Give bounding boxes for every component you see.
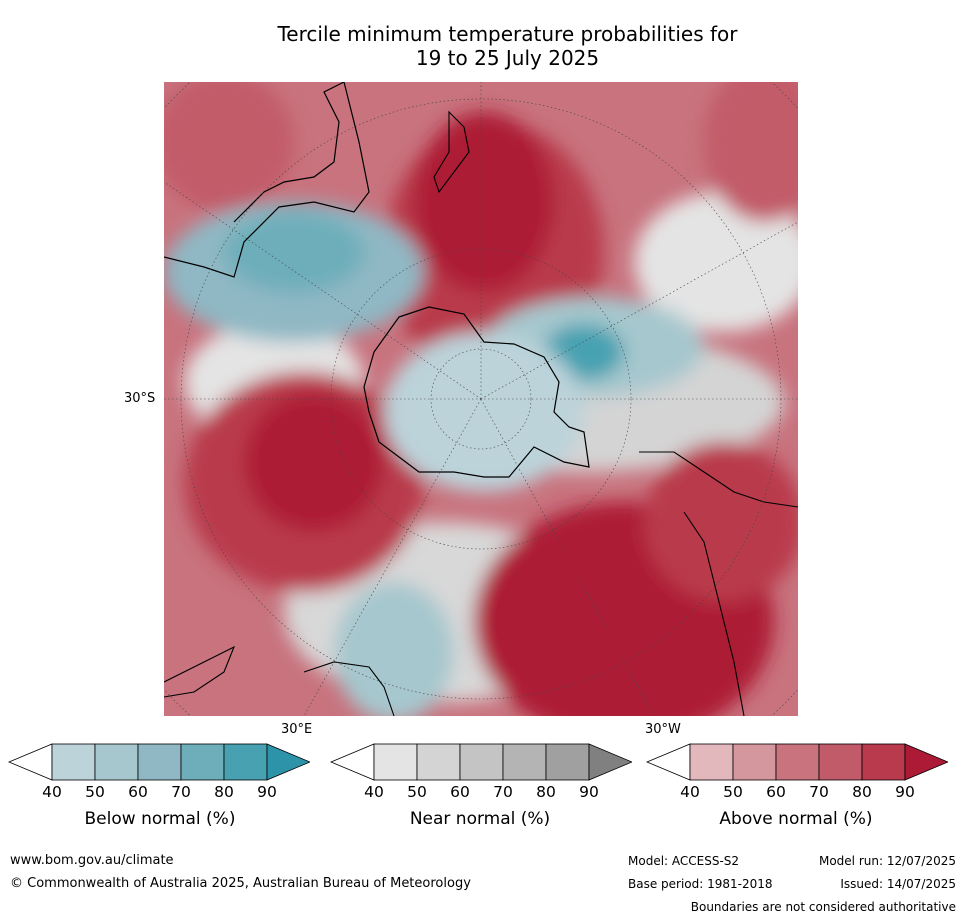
colorbar-near-swatches xyxy=(330,743,632,781)
colorbar-swatch xyxy=(223,743,268,781)
footer-disclaimer: Boundaries are not considered authoritat… xyxy=(690,900,956,914)
colorbar-extend-high xyxy=(266,743,310,781)
below-tick-70: 70 xyxy=(171,783,191,801)
footer-issued: Issued: 14/07/2025 xyxy=(840,877,956,891)
colorbar-swatch xyxy=(459,743,504,781)
lon-label-30w: 30°W xyxy=(645,722,681,737)
near-tick-60: 60 xyxy=(450,783,470,801)
above-tick-40: 40 xyxy=(680,783,700,801)
map-canvas xyxy=(164,82,798,716)
colorbar-above-label: Above normal (%) xyxy=(719,809,873,829)
above-tick-90: 90 xyxy=(895,783,915,801)
colorbar-below-swatches xyxy=(8,743,310,781)
footer-website: www.bom.gov.au/climate xyxy=(10,853,174,868)
colorbar-extend-low xyxy=(8,743,53,781)
below-tick-60: 60 xyxy=(128,783,148,801)
lon-label-30e: 30°E xyxy=(281,722,313,737)
near-tick-90: 90 xyxy=(579,783,599,801)
colorbar-near-normal: 40 50 60 70 80 90 Near normal (%) xyxy=(330,743,632,829)
colorbar-swatch xyxy=(502,743,547,781)
near-tick-70: 70 xyxy=(493,783,513,801)
chart-title: Tercile minimum temperature probabilitie… xyxy=(0,22,965,70)
above-tick-60: 60 xyxy=(766,783,786,801)
near-tick-50: 50 xyxy=(407,783,427,801)
colorbar-swatch xyxy=(818,743,863,781)
colorbar-extend-high xyxy=(588,743,632,781)
below-tick-90: 90 xyxy=(257,783,277,801)
colorbar-swatch xyxy=(51,743,96,781)
colorbar-extend-low xyxy=(646,743,691,781)
colorbar-extend-low xyxy=(330,743,375,781)
lat-label-30s: 30°S xyxy=(124,391,156,406)
colorbar-extend-high xyxy=(904,743,948,781)
probability-map xyxy=(164,82,798,716)
below-tick-50: 50 xyxy=(85,783,105,801)
colorbar-swatch xyxy=(732,743,777,781)
colorbar-swatch xyxy=(775,743,820,781)
near-tick-80: 80 xyxy=(536,783,556,801)
colorbar-below-label: Below normal (%) xyxy=(84,809,236,829)
title-line-1: Tercile minimum temperature probabilitie… xyxy=(277,22,738,46)
colorbar-swatch xyxy=(373,743,418,781)
footer-copyright: © Commonwealth of Australia 2025, Austra… xyxy=(10,876,471,891)
colorbar-swatch xyxy=(861,743,906,781)
near-tick-40: 40 xyxy=(364,783,384,801)
colorbar-below-normal: 40 50 60 70 80 90 Below normal (%) xyxy=(8,743,310,829)
above-tick-80: 80 xyxy=(852,783,872,801)
above-tick-50: 50 xyxy=(723,783,743,801)
colorbar-swatch xyxy=(94,743,139,781)
colorbar-above-swatches xyxy=(646,743,948,781)
footer-model-run: Model run: 12/07/2025 xyxy=(818,854,956,868)
colorbar-above-normal: 40 50 60 70 80 90 Above normal (%) xyxy=(646,743,948,829)
above-tick-70: 70 xyxy=(809,783,829,801)
colorbar-swatch xyxy=(137,743,182,781)
colorbar-swatch xyxy=(545,743,590,781)
below-tick-80: 80 xyxy=(214,783,234,801)
colorbar-swatch xyxy=(180,743,225,781)
footer-base-period: Base period: 1981-2018 xyxy=(628,877,773,891)
title-line-2: 19 to 25 July 2025 xyxy=(415,46,600,70)
colorbar-near-label: Near normal (%) xyxy=(409,809,551,829)
footer-model: Model: ACCESS-S2 xyxy=(628,854,740,868)
below-tick-40: 40 xyxy=(42,783,62,801)
colorbar-swatch xyxy=(689,743,734,781)
colorbar-swatch xyxy=(416,743,461,781)
